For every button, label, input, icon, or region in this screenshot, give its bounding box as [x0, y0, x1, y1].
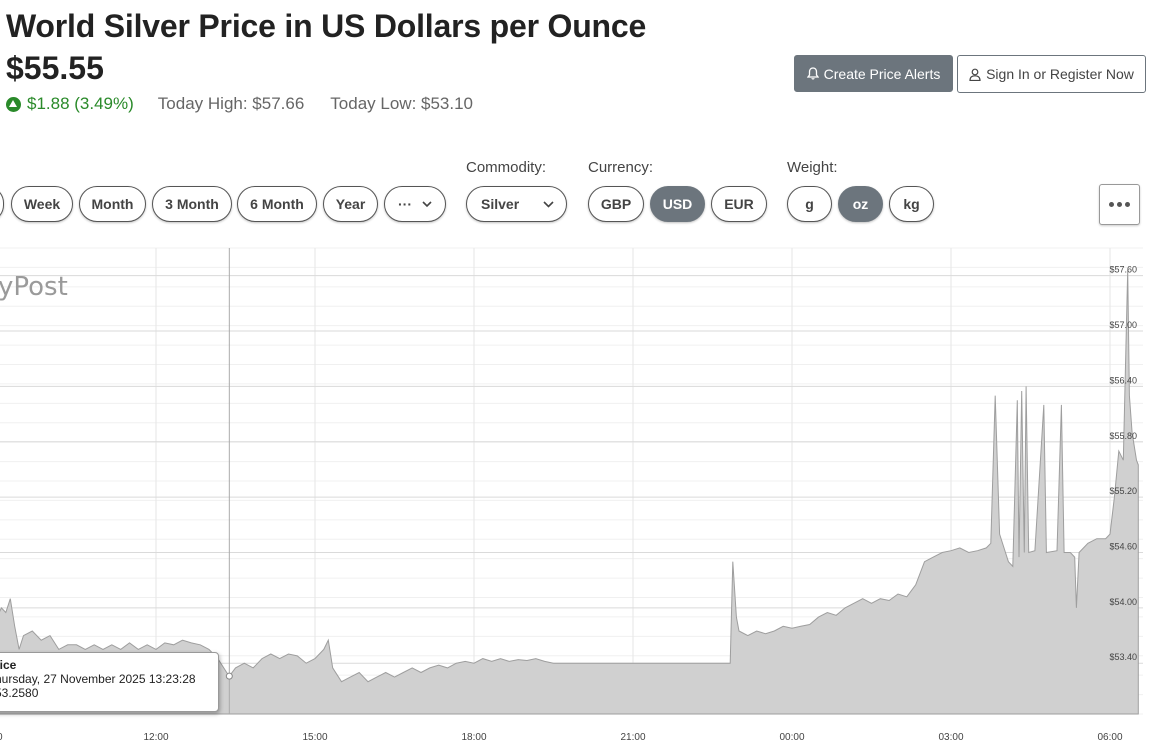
tooltip-date: hursday, 27 November 2025 13:23:28: [0, 672, 196, 686]
more-ranges-label: ···: [398, 196, 412, 212]
weight-label: Weight:: [787, 159, 838, 176]
price-stats: $1.88 (3.49%) Today High: $57.66 Today L…: [6, 94, 499, 114]
chart-tooltip: rice hursday, 27 November 2025 13:23:28 …: [0, 652, 219, 712]
tooltip-value: 53.2580: [0, 686, 39, 700]
commodity-select[interactable]: Silver: [466, 186, 567, 222]
currency-usd-button[interactable]: USD: [650, 186, 705, 222]
y-tick-label: $55.20: [1109, 486, 1137, 496]
sign-in-label: Sign In or Register Now: [986, 66, 1134, 82]
x-tick-label: 15:00: [302, 732, 327, 743]
chart-options-button[interactable]: [1099, 184, 1140, 225]
x-axis-ticks: 00 12:00 15:00 18:00 21:00 00:00 03:00 06:00: [0, 732, 1123, 743]
currency-eur-button[interactable]: EUR: [711, 186, 767, 222]
y-tick-label: $53.40: [1109, 652, 1137, 662]
price-area: [0, 270, 1139, 715]
y-tick-label: $54.00: [1109, 597, 1137, 607]
tooltip-title: rice: [0, 658, 17, 672]
create-price-alerts-button[interactable]: Create Price Alerts: [794, 55, 953, 92]
hover-point: [225, 672, 233, 680]
chart-watermark: yPost: [0, 272, 68, 302]
commodity-selected-value: Silver: [481, 196, 520, 212]
current-price: $55.55: [6, 50, 104, 86]
y-tick-label: $57.60: [1109, 265, 1137, 275]
range-year-button[interactable]: Year: [323, 186, 378, 222]
range-week-button[interactable]: Week: [11, 186, 73, 222]
range-3-month-button[interactable]: 3 Month: [152, 186, 232, 222]
page-title: World Silver Price in US Dollars per Oun…: [6, 8, 647, 44]
create-price-alerts-label: Create Price Alerts: [823, 65, 941, 82]
today-low: Today Low: $53.10: [330, 94, 474, 113]
chevron-down-icon: [422, 200, 432, 207]
x-tick-label: 12:00: [143, 732, 168, 743]
x-tick-label: 00: [0, 732, 3, 743]
sign-in-button[interactable]: Sign In or Register Now: [957, 55, 1146, 93]
user-icon: [969, 68, 981, 81]
x-tick-label: 00:00: [779, 732, 804, 743]
weight-kg-button[interactable]: kg: [889, 186, 934, 222]
up-arrow-icon: [6, 96, 21, 112]
bell-icon: [806, 67, 819, 80]
range-month-button[interactable]: Month: [79, 186, 146, 222]
currency-gbp-button[interactable]: GBP: [588, 186, 644, 222]
more-ranges-dropdown[interactable]: ···: [384, 186, 446, 222]
currency-label: Currency:: [588, 159, 654, 176]
y-tick-label: $56.40: [1109, 375, 1137, 385]
x-tick-label: 06:00: [1097, 732, 1122, 743]
y-axis-ticks: $57.60 $57.00 $56.40 $55.80 $55.20 $54.60 $54.…: [1109, 265, 1137, 663]
weight-oz-button[interactable]: oz: [838, 186, 883, 222]
range-partial-button[interactable]: [0, 186, 4, 222]
y-tick-label: $55.80: [1109, 431, 1137, 441]
y-tick-label: $54.60: [1109, 542, 1137, 552]
chevron-down-icon: [543, 200, 554, 208]
y-tick-label: $57.00: [1109, 320, 1137, 330]
x-tick-label: 03:00: [938, 732, 963, 743]
weight-g-button[interactable]: g: [787, 186, 832, 222]
x-tick-label: 21:00: [620, 732, 645, 743]
more-dots-icon: [1109, 202, 1130, 207]
today-high: Today High: $57.66: [157, 94, 305, 113]
x-tick-label: 18:00: [461, 732, 486, 743]
price-change: $1.88 (3.49%): [27, 94, 134, 113]
commodity-label: Commodity:: [466, 159, 547, 176]
range-6-month-button[interactable]: 6 Month: [237, 186, 317, 222]
